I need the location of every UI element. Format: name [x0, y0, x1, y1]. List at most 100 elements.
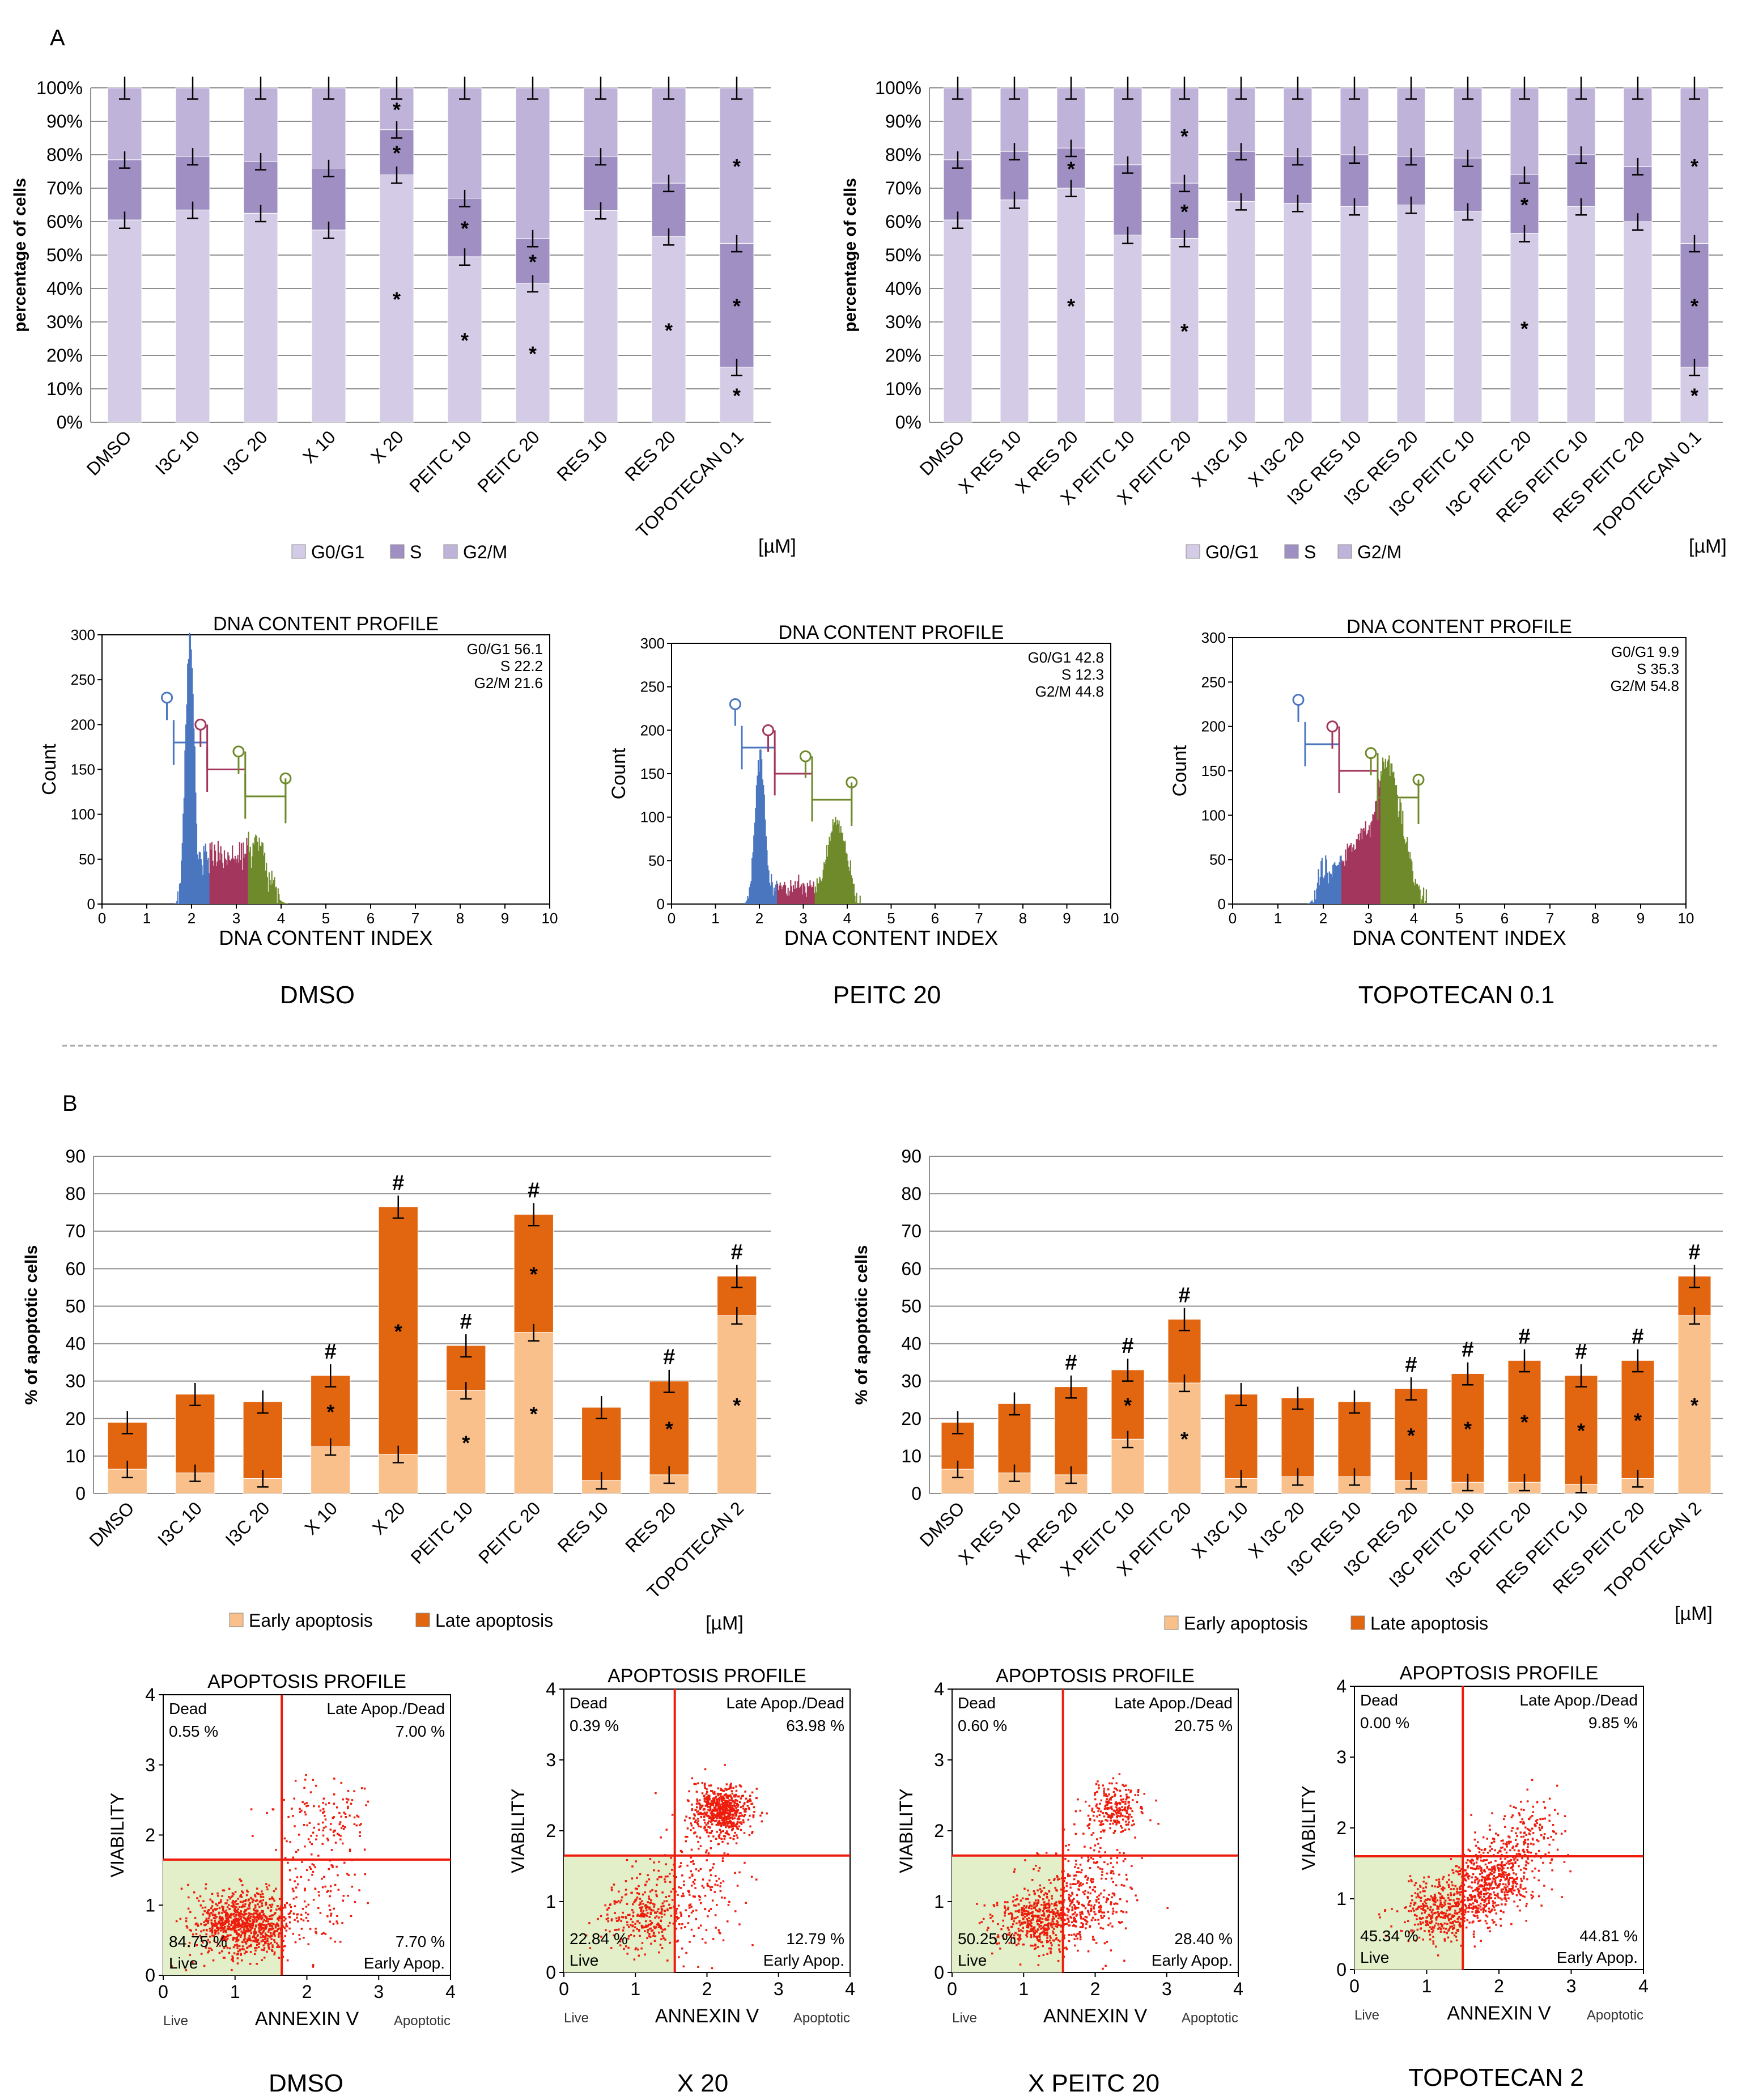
s3-event-dot: [1135, 1894, 1137, 1897]
h3-histogram-bin: [1363, 828, 1365, 904]
s2-event-dot: [728, 1801, 731, 1804]
s1-event-dot: [308, 1822, 311, 1824]
h2-histogram-bin: [757, 775, 758, 904]
ap2-ytick-label: 80: [901, 1183, 921, 1204]
s3-event-dot: [1066, 1917, 1069, 1920]
h3-histogram-bin: [1362, 829, 1364, 904]
s1-event-dot: [225, 1945, 228, 1948]
s3-event-dot: [1076, 1894, 1078, 1897]
s1-event-dot: [240, 1934, 243, 1937]
s4-event-dot: [1452, 1888, 1455, 1890]
s4-event-dot: [1450, 1905, 1452, 1908]
s3-event-dot: [1018, 1909, 1021, 1911]
s3-event-dot: [1095, 1838, 1098, 1840]
h2-histogram-bin: [784, 885, 787, 904]
s3-quadrant-late-pct: 20.75 %: [1174, 1717, 1233, 1734]
s2-event-dot: [711, 1802, 713, 1805]
s1-event-dot: [268, 1928, 271, 1931]
s3-event-dot: [1084, 1876, 1086, 1878]
s3-event-dot: [1050, 1942, 1052, 1944]
s3-event-dot: [1042, 1925, 1045, 1928]
ap2-asterisk: *: [1690, 1394, 1698, 1417]
cc2-bar-s: [1510, 174, 1539, 234]
s2-event-dot: [733, 1805, 736, 1808]
h1-histogram-bin: [247, 845, 249, 904]
ap1-significance-mark: #: [731, 1241, 743, 1265]
s3-event-dot: [1006, 1933, 1009, 1936]
s2-event-dot: [706, 1796, 708, 1798]
s1-event-dot: [219, 1900, 222, 1903]
s2-event-dot: [715, 1819, 718, 1822]
s2-event-dot: [650, 1899, 652, 1902]
s3-event-dot: [1110, 1870, 1112, 1872]
s1-event-dot: [273, 1953, 275, 1955]
s1-event-dot: [266, 1934, 268, 1937]
s3-event-dot: [1109, 1827, 1111, 1830]
s4-event-dot: [1471, 1911, 1473, 1913]
s3-event-dot: [1114, 1787, 1116, 1789]
cc2-ytick-label: 40%: [885, 278, 921, 299]
s1-event-dot: [290, 1910, 292, 1912]
s4-event-dot: [1435, 1922, 1438, 1925]
s3-event-dot: [1131, 1865, 1133, 1868]
h2-histogram-bin: [847, 860, 849, 904]
h3-stat: S 35.3: [1637, 660, 1679, 677]
s4-event-dot: [1447, 1918, 1450, 1920]
s1-event-dot: [295, 1886, 298, 1889]
cc1-bar-s: [447, 198, 482, 257]
s1-event-dot: [237, 1898, 239, 1900]
h3-histogram-bin: [1403, 836, 1404, 904]
s1-event-dot: [222, 1906, 224, 1908]
s2-event-dot: [617, 1900, 620, 1903]
s2-event-dot: [678, 1886, 680, 1889]
s2-event-dot: [740, 1823, 743, 1825]
s1-event-dot: [332, 1831, 335, 1834]
s2-event-dot: [703, 1819, 706, 1821]
s2-event-dot: [641, 1942, 644, 1944]
s3-event-dot: [1093, 1911, 1095, 1913]
s2-event-dot: [671, 1869, 673, 1871]
s4-event-dot: [1489, 1930, 1492, 1933]
s1-event-dot: [237, 1922, 240, 1924]
s2-event-dot: [693, 1863, 695, 1865]
s2-event-dot: [732, 1821, 735, 1824]
s1-event-dot: [344, 1813, 347, 1815]
s2-event-dot: [651, 1921, 653, 1924]
s3-event-dot: [1077, 1867, 1080, 1869]
s1-event-dot: [232, 1900, 234, 1902]
s3-event-dot: [1037, 1919, 1039, 1921]
s2-event-dot: [723, 1852, 726, 1855]
s4-event-dot: [1434, 1885, 1436, 1887]
cc2-bar-g2-m: [1623, 87, 1653, 167]
s4-event-dot: [1452, 1894, 1455, 1897]
s4-event-dot: [1424, 1930, 1426, 1932]
h1-histogram-bin: [240, 860, 241, 904]
s1-event-dot: [236, 1923, 239, 1925]
s2-event-dot: [716, 1792, 719, 1795]
s3-event-dot: [1094, 1913, 1097, 1915]
s2-event-dot: [669, 1907, 672, 1910]
s2-event-dot: [718, 1817, 721, 1819]
h2-ytick-label: 250: [640, 678, 665, 695]
s1-event-dot: [231, 1955, 233, 1958]
s3-event-dot: [1033, 1935, 1035, 1938]
s2-event-dot: [749, 1814, 751, 1817]
cc1-asterisk: *: [461, 217, 469, 240]
s3-event-dot: [1080, 1856, 1083, 1859]
s3-event-dot: [1108, 1802, 1111, 1804]
s3-event-dot: [1022, 1914, 1025, 1917]
h2-histogram-bin: [803, 884, 805, 904]
s4-event-dot: [1467, 1897, 1469, 1899]
s2-event-dot: [706, 1859, 708, 1861]
s1-event-dot: [219, 1915, 221, 1918]
s1-event-dot: [347, 1874, 350, 1876]
s4-event-dot: [1469, 1894, 1472, 1897]
s3-event-dot: [1031, 1919, 1034, 1921]
s3-event-dot: [1087, 1911, 1090, 1914]
s2-event-dot: [747, 1800, 749, 1802]
ap1-significance-mark: #: [392, 1171, 404, 1195]
s1-event-dot: [225, 1917, 228, 1919]
s3-event-dot: [1035, 1899, 1037, 1902]
s3-event-dot: [1020, 1929, 1022, 1932]
cc2-xtick-label: TOPOTECAN 0.1: [1590, 426, 1705, 542]
